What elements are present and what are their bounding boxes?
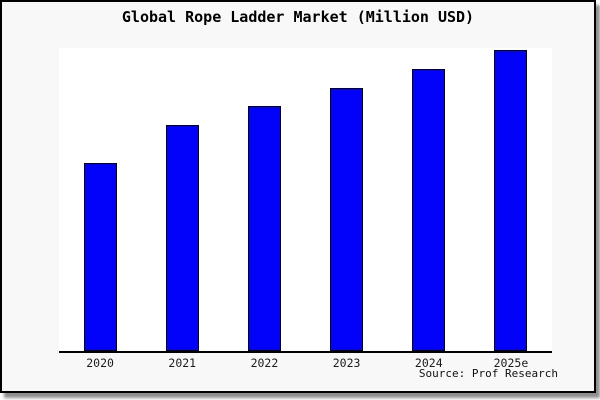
bar-2020 bbox=[83, 162, 117, 351]
bar-slot-2022 bbox=[223, 48, 305, 351]
x-tick-2024: 2024 bbox=[414, 356, 443, 370]
bar-slot-2023 bbox=[306, 48, 388, 351]
bar-slot-2024 bbox=[388, 48, 470, 351]
bar-2023 bbox=[330, 87, 364, 351]
bar-slot-2021 bbox=[141, 48, 223, 351]
x-tick-2022: 2022 bbox=[250, 356, 279, 370]
plot-area bbox=[59, 48, 552, 353]
x-tick-2023: 2023 bbox=[332, 356, 361, 370]
figure-frame: Global Rope Ladder Market (Million USD) … bbox=[0, 0, 596, 393]
bar-2024 bbox=[412, 68, 446, 351]
x-tick-2025e: 2025e bbox=[493, 356, 529, 370]
source-note: Source: Prof Research bbox=[418, 367, 558, 380]
chart-title: Global Rope Ladder Market (Million USD) bbox=[121, 8, 475, 26]
bar-2021 bbox=[165, 125, 199, 351]
bar-slot-2025e bbox=[470, 48, 552, 351]
x-tick-2021: 2021 bbox=[168, 356, 197, 370]
bar-2025e bbox=[494, 49, 528, 351]
x-tick-2020: 2020 bbox=[86, 356, 114, 370]
bar-2022 bbox=[247, 106, 281, 351]
bar-slot-2020 bbox=[59, 48, 141, 351]
x-axis-labels: 2020 2021 2022 2023 2024 2025e bbox=[59, 356, 552, 370]
bars-container bbox=[59, 48, 552, 351]
